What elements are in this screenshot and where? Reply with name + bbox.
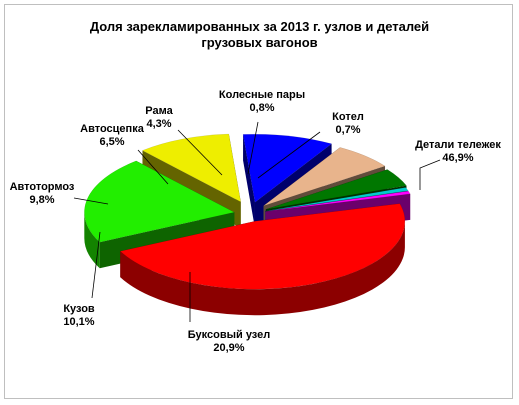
chart-title: Доля зарекламированных за 2013 г. узлов …: [89, 19, 430, 50]
slice-7-top: [265, 187, 409, 212]
slice-7-leader-line: [247, 121, 259, 175]
slice-8-name-label: Котел: [332, 111, 364, 123]
slice-1-value-label: 46,9%: [442, 152, 473, 164]
slice-1-leader-line: [419, 159, 441, 190]
slice-1-outer-wall-1: [120, 221, 405, 316]
slice-5-top: [263, 147, 386, 207]
pie-tops: [84, 133, 411, 290]
slice-3-name-label: Кузов: [63, 303, 95, 315]
slice-4-radial-wall-1: [243, 134, 255, 229]
slice-5-leader-line: [137, 149, 169, 185]
slice-8-top: [265, 190, 411, 212]
slice-4-value-label: 9,8%: [29, 194, 54, 206]
slice-7-name-label: Колесные пары: [219, 89, 305, 101]
slice-7-value-label: 0,8%: [249, 102, 274, 114]
slice-4-top: [242, 133, 333, 203]
slice-5-value-label: 6,5%: [99, 136, 124, 148]
slice-1-top: [119, 203, 406, 290]
slice-4-name-label: Автотормоз: [10, 181, 75, 193]
slice-6-top: [265, 169, 407, 210]
slice-2-name-label: Буксовый узел: [188, 329, 270, 341]
slice-6-name-label: Рама: [145, 105, 173, 117]
slice-6-leader-line: [177, 129, 223, 176]
slice-3-top: [141, 133, 242, 203]
slice-6-value-label: 4,3%: [146, 118, 171, 130]
slice-5-name-label: Автосцепка: [80, 123, 145, 135]
slice-2-outer-wall-1: [84, 212, 100, 269]
slice-3-leader-line: [91, 231, 101, 299]
slice-3-value-label: 10,1%: [63, 316, 94, 328]
slice-2-top: [84, 160, 236, 243]
slice-4-leader-line: [73, 197, 109, 205]
slice-8-value-label: 0,7%: [335, 124, 360, 136]
slice-1-name-label: Детали тележек: [415, 139, 501, 151]
slice-8-leader-line: [257, 131, 321, 179]
slice-2-value-label: 20,9%: [213, 342, 244, 354]
